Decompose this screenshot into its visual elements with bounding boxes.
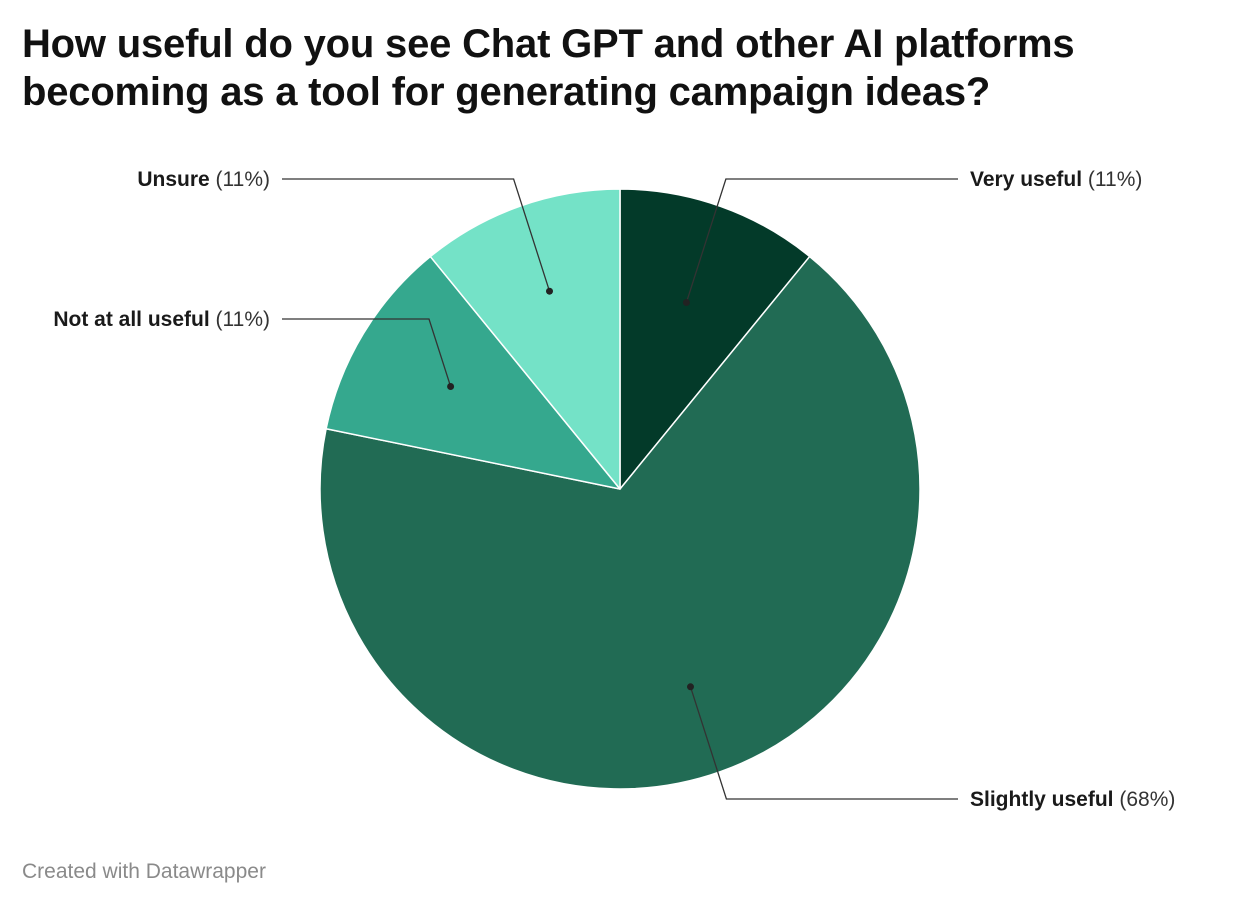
- pie-slice-very-useful: [619, 188, 811, 490]
- leader-dot-very-useful: [682, 299, 690, 306]
- pie-slice-slightly-useful: [319, 255, 921, 790]
- leader-dot-unsure: [546, 287, 553, 295]
- pie-slice-not-at-all-useful: [325, 255, 621, 490]
- slice-label-name: Slightly useful: [970, 788, 1114, 811]
- label-leader-lines: [282, 178, 958, 800]
- slice-label-percent: (68%): [1114, 788, 1176, 811]
- slice-label-percent: (11%): [1082, 168, 1142, 191]
- slice-label-slightly-useful: Slightly useful (68%): [970, 788, 1175, 811]
- slice-label-not-at-all-useful: Not at all useful (11%): [53, 308, 270, 331]
- leader-dot-slightly-useful: [687, 683, 694, 691]
- slice-label-name: Not at all useful: [53, 308, 209, 331]
- slice-label-name: Very useful: [970, 168, 1082, 191]
- slice-label-percent: (11%): [210, 308, 270, 331]
- leader-line-slightly-useful: [689, 686, 958, 800]
- pie-slice-unsure: [429, 188, 621, 490]
- leader-line-unsure: [282, 178, 551, 292]
- datawrapper-credit: Created with Datawrapper: [22, 860, 266, 883]
- leader-line-not-at-all-useful: [282, 318, 452, 387]
- slice-label-very-useful: Very useful (11%): [970, 168, 1142, 191]
- slice-labels: Very useful (11%) Slightly useful (68%) No…: [53, 168, 1175, 811]
- chart-title: How useful do you see Chat GPT and other…: [22, 22, 1075, 114]
- pie-slices: [319, 188, 921, 790]
- leader-line-very-useful: [685, 178, 958, 303]
- slice-label-unsure: Unsure (11%): [137, 168, 270, 191]
- slice-label-percent: (11%): [210, 168, 270, 191]
- slice-label-name: Unsure: [137, 168, 209, 191]
- leader-dot-not-at-all-useful: [447, 383, 455, 390]
